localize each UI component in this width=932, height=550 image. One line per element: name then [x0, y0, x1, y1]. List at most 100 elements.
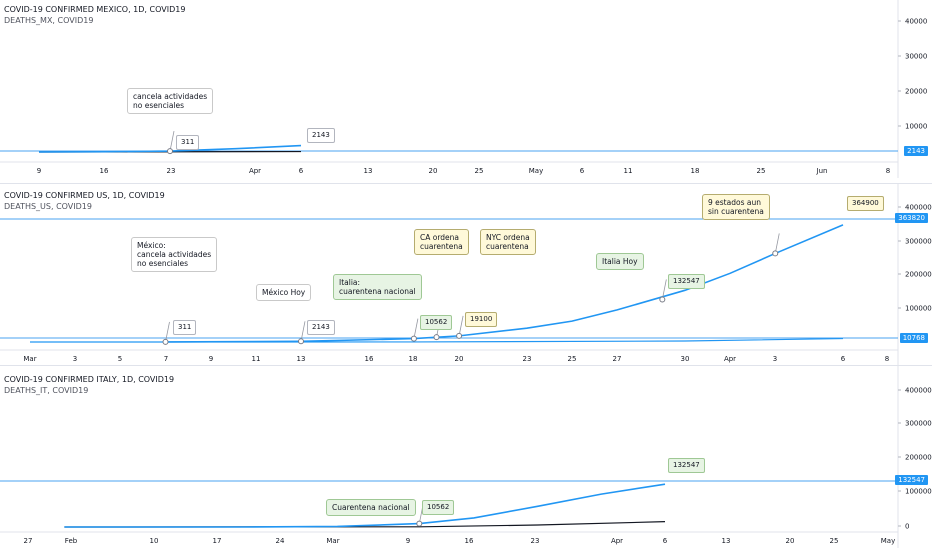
- x-tick-label: Mar: [326, 537, 339, 545]
- x-tick-label: 5: [118, 355, 122, 363]
- x-tick-label: 16: [100, 167, 109, 175]
- x-tick-label: Apr: [724, 355, 736, 363]
- legend-series-title: COVID-19 CONFIRMED MEXICO, 1D, COVID19: [4, 5, 186, 14]
- annotation-mexico-hoy[interactable]: México Hoy: [256, 284, 312, 301]
- annotation-pointer: [169, 130, 175, 152]
- x-tick-label: 13: [364, 167, 373, 175]
- x-tick-label: 3: [73, 355, 77, 363]
- chart-svg-mexico: 9 16 23 Apr 6 13 20 25 May 6 11 18 25 Jun 8 40000 30000 2…: [0, 0, 927, 178]
- x-tick-label: 8: [886, 167, 890, 175]
- legend-series-title: COVID-19 CONFIRMED US, 1D, COVID19: [4, 191, 165, 200]
- value-tag-2143[interactable]: 2143: [307, 128, 335, 143]
- x-tick-label: 6: [299, 167, 304, 175]
- legend-deaths-title: DEATHS_MX, COVID19: [4, 16, 94, 25]
- annotation-9-estados[interactable]: 9 estados aun sin cuarentena: [702, 194, 770, 220]
- x-tick-label: 27: [613, 355, 622, 363]
- x-tick-label: 20: [455, 355, 464, 363]
- annotation-anchor: [433, 334, 440, 341]
- annotation-anchor: [298, 338, 304, 345]
- annotation-italia-cuarentena[interactable]: Italia: cuarentena nacional: [333, 274, 422, 300]
- y-tick-label: 100000: [905, 305, 932, 313]
- value-tag-19100[interactable]: 19100: [465, 312, 498, 327]
- x-tick-label: 6: [841, 355, 846, 363]
- pane-separator[interactable]: [0, 365, 932, 366]
- y-tick-label: 400000: [905, 387, 932, 395]
- legend-mexico[interactable]: COVID-19 CONFIRMED MEXICO, 1D, COVID19 D…: [4, 4, 185, 26]
- annotation-pointer: [413, 318, 419, 339]
- annotation-pointer: [300, 321, 306, 342]
- y-tick-label: 100000: [905, 488, 932, 496]
- x-tick-label: 3: [773, 355, 777, 363]
- legend-us[interactable]: COVID-19 CONFIRMED US, 1D, COVID19 DEATH…: [4, 190, 165, 212]
- x-tick-label: 23: [523, 355, 532, 363]
- annotation-anchor: [772, 250, 779, 257]
- x-tick-label: 24: [276, 537, 285, 545]
- x-tick-label: 11: [252, 355, 261, 363]
- pane-separator[interactable]: [0, 183, 932, 184]
- value-tag-311[interactable]: 311: [176, 135, 200, 150]
- chart-pane-mexico[interactable]: 9 16 23 Apr 6 13 20 25 May 6 11 18 25 Jun 8 40000 30000 2…: [0, 0, 932, 182]
- legend-italy[interactable]: COVID-19 CONFIRMED ITALY, 1D, COVID19 DE…: [4, 374, 174, 396]
- y-tick-label: 300000: [905, 420, 932, 428]
- x-tick-label: 13: [722, 537, 731, 545]
- y-tick-label: 40000: [905, 18, 927, 26]
- annotation-pointer: [774, 233, 780, 254]
- x-tick-label: 9: [209, 355, 213, 363]
- x-tick-label: 18: [691, 167, 700, 175]
- y-tick-label: 300000: [905, 238, 932, 246]
- annotation-ca-ordena[interactable]: CA ordena cuarentena: [414, 229, 469, 255]
- annotation-pointer: [458, 315, 464, 336]
- x-tick-label: 20: [429, 167, 438, 175]
- x-tick-label: 6: [580, 167, 585, 175]
- x-tick-label: Jun: [816, 167, 828, 175]
- legend-deaths-title: DEATHS_US, COVID19: [4, 202, 92, 211]
- value-tag-2143[interactable]: 2143: [307, 320, 335, 335]
- value-tag-311[interactable]: 311: [173, 320, 197, 335]
- x-tick-label: 13: [297, 355, 306, 363]
- legend-series-title: COVID-19 CONFIRMED ITALY, 1D, COVID19: [4, 375, 175, 384]
- chart-pane-us[interactable]: Mar 3 5 7 9 11 13 16 18 20 23 25 27 30 Apr 3 6 8 400000 300…: [0, 184, 932, 366]
- x-tick-label: May: [529, 167, 543, 175]
- x-tick-label: Feb: [65, 537, 78, 545]
- x-tick-label: 18: [409, 355, 418, 363]
- x-tick-label: 7: [164, 355, 168, 363]
- value-tag-10562[interactable]: 10562: [420, 315, 453, 330]
- x-tick-label: 10: [150, 537, 159, 545]
- x-tick-label: 27: [24, 537, 33, 545]
- x-tick-label: 11: [624, 167, 633, 175]
- annotation-pointer: [165, 321, 170, 342]
- x-tick-label: 6: [663, 537, 668, 545]
- x-tick-label: 25: [568, 355, 577, 363]
- x-tick-label: 25: [830, 537, 839, 545]
- value-tag-364900[interactable]: 364900: [847, 196, 884, 211]
- value-tag-132547[interactable]: 132547: [668, 274, 705, 289]
- price-tag-us-cases: 363820: [895, 213, 928, 223]
- chart-svg-us: Mar 3 5 7 9 11 13 16 18 20 23 25 27 30 Apr 3 6 8 400000 300…: [0, 184, 932, 366]
- annotation-nyc-ordena[interactable]: NYC ordena cuarentena: [480, 229, 536, 255]
- x-tick-label: 16: [465, 537, 474, 545]
- chart-pane-italy[interactable]: 27 Feb 10 17 24 Mar 9 16 23 Apr 6 13 20 25 May 400000 30…: [0, 366, 932, 550]
- x-tick-label: May: [881, 537, 895, 545]
- x-tick-label: 20: [786, 537, 795, 545]
- value-tag-132547[interactable]: 132547: [668, 458, 705, 473]
- annotation-anchor: [416, 520, 423, 527]
- x-tick-label: 25: [757, 167, 766, 175]
- legend-deaths-title: DEATHS_IT, COVID19: [4, 386, 89, 395]
- annotation-anchor: [410, 335, 417, 342]
- annotation-cancela[interactable]: cancela actividades no esenciales: [127, 88, 214, 114]
- annotation-anchor: [167, 148, 173, 155]
- annotation-italia-hoy[interactable]: Italia Hoy: [596, 253, 644, 270]
- x-tick-label: Apr: [249, 167, 261, 175]
- annotation-cuarentena-nacional[interactable]: Cuarentena nacional: [326, 499, 416, 516]
- y-tick-label: 0: [905, 523, 909, 531]
- annotation-mexico-cancela[interactable]: México: cancela actividades no esenciale…: [131, 237, 218, 272]
- price-tag-mexico: 2143: [904, 146, 928, 156]
- annotation-anchor: [659, 296, 666, 303]
- y-tick-label: 400000: [905, 204, 932, 212]
- annotation-anchor: [162, 338, 169, 345]
- x-tick-label: 23: [531, 537, 540, 545]
- x-tick-label: 16: [365, 355, 374, 363]
- x-tick-label: 9: [406, 537, 410, 545]
- x-tick-label: 25: [475, 167, 484, 175]
- value-tag-10562[interactable]: 10562: [422, 500, 455, 515]
